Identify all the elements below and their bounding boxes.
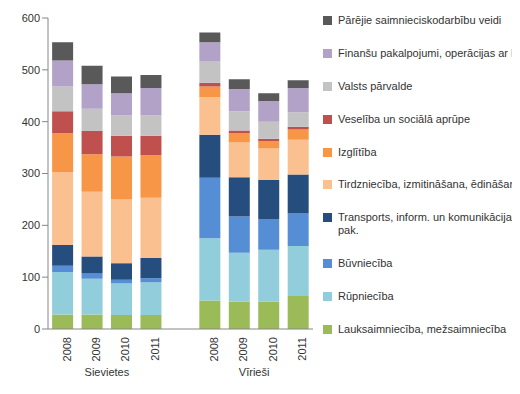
html-text:Lauksaimniecība, mežsaimniecīb: Lauksaimniecība, mežsaimniecība: [338, 322, 507, 335]
html-text:Būvniecība: Būvniecība: [338, 257, 393, 270]
html-text:Transports, inform. un komunik: Transports, inform. un komunikācijas pak…: [338, 211, 518, 237]
html-text:Sievietes: Sievietes: [84, 366, 130, 378]
html-text:Valsts pārvalde: Valsts pārvalde: [338, 79, 413, 92]
html-text:Izglītība: Izglītība: [338, 145, 377, 158]
svg-text:2011: 2011: [149, 337, 161, 361]
svg-text:400: 400: [22, 116, 40, 128]
svg-text:0: 0: [34, 323, 40, 335]
svg-text:200: 200: [22, 219, 40, 231]
html-text:Pārējie saimnieciskodarbību ve: Pārējie saimnieciskodarbību veidi: [338, 14, 502, 26]
svg-text:2009: 2009: [237, 337, 249, 361]
svg-text:2009: 2009: [90, 337, 102, 361]
svg-text:300: 300: [22, 167, 40, 179]
html-text:Rūpniecība: Rūpniecība: [338, 290, 394, 302]
svg-text:600: 600: [22, 12, 40, 24]
svg-text:500: 500: [22, 64, 40, 76]
svg-text:2010: 2010: [119, 337, 131, 361]
svg-text:100: 100: [22, 271, 40, 283]
html-text:Vīrieši: Vīrieši: [238, 366, 270, 378]
svg-text:2008: 2008: [61, 337, 73, 361]
html-text:Veselība un sociālā aprūpe: Veselība un sociālā aprūpe: [338, 112, 471, 125]
svg-text:2008: 2008: [208, 337, 220, 361]
svg-text:2011: 2011: [296, 337, 308, 361]
svg-text:2010: 2010: [267, 337, 279, 361]
